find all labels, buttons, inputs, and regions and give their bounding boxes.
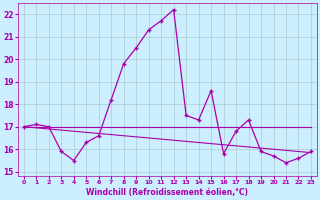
X-axis label: Windchill (Refroidissement éolien,°C): Windchill (Refroidissement éolien,°C) (86, 188, 248, 197)
